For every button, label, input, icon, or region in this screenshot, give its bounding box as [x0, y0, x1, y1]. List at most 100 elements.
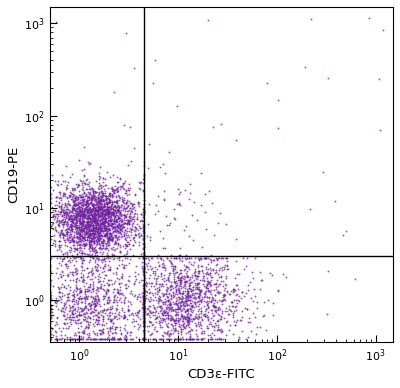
Point — [75, 211, 81, 217]
Point — [204, 281, 210, 287]
Point — [86, 287, 92, 293]
Point — [76, 211, 82, 217]
Point — [121, 186, 128, 192]
Point — [172, 216, 178, 222]
Point — [120, 197, 127, 203]
Point — [80, 213, 86, 219]
Point — [102, 182, 109, 188]
Point — [233, 296, 240, 303]
Point — [229, 286, 236, 293]
Point — [140, 293, 146, 300]
Point — [41, 202, 47, 208]
Point — [102, 207, 108, 213]
Point — [137, 186, 144, 192]
Point — [101, 222, 108, 229]
Point — [72, 224, 78, 230]
Point — [127, 336, 133, 342]
Point — [87, 315, 94, 322]
Point — [143, 283, 149, 289]
Point — [113, 296, 119, 303]
Point — [96, 244, 102, 251]
Point — [204, 331, 211, 338]
Point — [86, 200, 92, 206]
Point — [105, 192, 111, 199]
Point — [85, 209, 92, 215]
Point — [102, 216, 108, 222]
Point — [140, 315, 146, 321]
Point — [136, 308, 142, 314]
Point — [89, 202, 95, 208]
Point — [172, 308, 179, 314]
Point — [90, 218, 97, 224]
Point — [76, 241, 82, 247]
Point — [109, 220, 115, 226]
Point — [190, 270, 197, 277]
Point — [46, 304, 53, 310]
Point — [205, 317, 211, 323]
Point — [122, 236, 128, 242]
Point — [140, 225, 146, 231]
Point — [162, 318, 168, 324]
Point — [72, 222, 78, 228]
Point — [111, 203, 118, 209]
Point — [212, 293, 218, 299]
Point — [70, 186, 77, 192]
Point — [104, 195, 110, 201]
Point — [114, 203, 120, 209]
Point — [196, 322, 202, 329]
Point — [82, 180, 88, 187]
Point — [141, 288, 148, 294]
Point — [113, 269, 119, 275]
Point — [152, 293, 158, 300]
Point — [91, 227, 97, 233]
Point — [74, 211, 80, 218]
Point — [141, 333, 147, 340]
Point — [92, 189, 99, 196]
Point — [204, 294, 210, 301]
Point — [109, 251, 115, 257]
Point — [83, 223, 89, 230]
Point — [66, 232, 72, 238]
Point — [87, 281, 93, 287]
Point — [116, 253, 122, 260]
Point — [62, 277, 68, 283]
Point — [84, 295, 90, 301]
Point — [184, 293, 190, 299]
Point — [184, 314, 190, 320]
Point — [82, 229, 89, 235]
Point — [96, 199, 103, 205]
Point — [118, 202, 124, 208]
Point — [104, 253, 111, 259]
Point — [84, 310, 90, 316]
Point — [113, 186, 119, 192]
Point — [189, 279, 196, 286]
Point — [68, 206, 75, 212]
Point — [210, 295, 216, 301]
Point — [78, 210, 85, 217]
Point — [78, 220, 84, 227]
Point — [110, 187, 117, 194]
Point — [163, 298, 170, 305]
Point — [76, 199, 82, 205]
Point — [204, 281, 210, 287]
Point — [63, 251, 70, 257]
Point — [113, 208, 120, 215]
Point — [105, 210, 111, 216]
Point — [179, 258, 186, 265]
Point — [78, 333, 84, 339]
Point — [138, 265, 145, 271]
Point — [88, 211, 94, 217]
Point — [54, 247, 60, 253]
Point — [219, 328, 225, 334]
Point — [59, 213, 65, 219]
Point — [168, 292, 175, 298]
Point — [99, 233, 106, 239]
Point — [72, 202, 78, 208]
Point — [89, 244, 95, 251]
Point — [77, 226, 83, 232]
Point — [84, 237, 91, 244]
Point — [177, 281, 184, 288]
Point — [91, 201, 98, 208]
Point — [62, 215, 69, 221]
Point — [99, 218, 106, 225]
